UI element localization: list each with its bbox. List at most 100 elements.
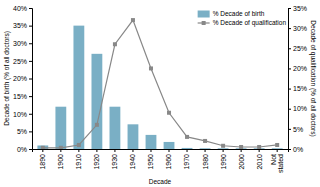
tick-mark: [288, 129, 291, 130]
bar: [73, 26, 84, 149]
tick: 2010: [256, 149, 263, 170]
tick-label: 1970: [183, 154, 190, 170]
bar: [272, 148, 283, 149]
tick-label: 1980: [202, 154, 209, 170]
tick-label: 20%: [13, 75, 27, 82]
tick: 20%: [288, 65, 307, 72]
tick-mark: [187, 149, 188, 152]
tick: 0%: [17, 146, 32, 153]
tick-mark: [96, 149, 97, 152]
marker: [239, 145, 243, 149]
tick-label: 15%: [293, 85, 307, 92]
tick-label: 15%: [13, 93, 27, 100]
tick-label: 1900: [57, 154, 64, 170]
tick-mark: [259, 149, 260, 152]
tick-label-line: 2010: [256, 154, 263, 170]
tick: 30%: [288, 25, 307, 32]
tick: 1920: [93, 149, 100, 170]
tick: 1950: [147, 149, 154, 170]
tick: Notstated: [270, 149, 285, 173]
y-axis-title: Decade of birth (% of all doctors): [3, 31, 11, 126]
tick-label: 1920: [93, 154, 100, 170]
tick-label: 40%: [13, 5, 27, 12]
tick-label: 25%: [293, 45, 307, 52]
tick-mark: [288, 8, 291, 9]
tick-label: 1890: [39, 154, 46, 170]
marks: [37, 18, 282, 149]
marker: [95, 123, 99, 127]
tick: 1990: [220, 149, 227, 170]
legend-marker: [202, 21, 206, 25]
tick-label: 5%: [293, 126, 303, 133]
bar: [128, 124, 139, 149]
marker: [221, 144, 225, 148]
tick: 5%: [288, 126, 303, 133]
plot-area: 0%5%10%15%20%25%30%35%40%0%5%10%15%20%25…: [13, 5, 307, 173]
tick-mark: [29, 131, 32, 132]
marker: [275, 143, 279, 147]
marker: [167, 111, 171, 115]
axis-line: [289, 9, 292, 150]
bar: [91, 54, 102, 149]
legend-label: % Decade of qualification: [213, 19, 287, 27]
tick-label: 1960: [165, 154, 172, 170]
tick-label: 0%: [17, 146, 27, 153]
tick-label: 1990: [220, 154, 227, 170]
bar: [164, 142, 175, 149]
tick: 1960: [165, 149, 172, 170]
tick-label-line: 1940: [129, 154, 136, 170]
tick: 1940: [129, 149, 136, 170]
tick-label: 2000: [238, 154, 245, 170]
tick-label-line: 1910: [75, 154, 82, 170]
legend-item: % Decade of qualification: [198, 19, 287, 27]
tick-mark: [288, 89, 291, 90]
series-line: [41, 18, 279, 149]
tick-label-line: Not: [270, 154, 277, 165]
tick-label: 2010: [256, 154, 263, 170]
tick-label: 1930: [111, 154, 118, 170]
tick-mark: [42, 149, 43, 152]
tick-label: 1940: [129, 154, 136, 170]
marker: [41, 146, 45, 149]
tick-mark: [29, 26, 32, 27]
tick-mark: [78, 149, 79, 152]
marker: [149, 66, 153, 70]
tick: 1890: [39, 149, 46, 170]
bar: [55, 107, 66, 149]
legend-item: % Decade of birth: [198, 10, 265, 17]
tick: 35%: [288, 5, 307, 12]
tick-mark: [29, 96, 32, 97]
tick-mark: [29, 149, 32, 150]
tick-mark: [277, 149, 278, 152]
axis-line: [29, 9, 33, 150]
x-axis: 1890 1900 1910 1920 1930 1940 1950 1960 1970 1980…: [33, 149, 289, 173]
tick-label-line: stated: [277, 154, 284, 173]
tick: 1910: [75, 149, 82, 170]
tick-mark: [29, 114, 32, 115]
tick-label: 30%: [293, 25, 307, 32]
tick: 1930: [111, 149, 118, 170]
tick-label-line: 1930: [111, 154, 118, 170]
marker: [257, 145, 261, 149]
tick-mark: [150, 149, 151, 152]
tick-label-line: 1950: [147, 154, 154, 170]
tick-label: 1950: [147, 154, 154, 170]
bar: [146, 135, 157, 149]
tick-mark: [29, 79, 32, 80]
tick: 30%: [13, 40, 32, 47]
tick: 40%: [13, 5, 32, 12]
tick: 15%: [288, 85, 307, 92]
tick-label: 10%: [293, 105, 307, 112]
marker: [59, 146, 63, 149]
tick-mark: [223, 149, 224, 152]
tick-label-line: 1960: [165, 154, 172, 170]
tick: 1980: [202, 149, 209, 170]
tick-label: 0%: [293, 146, 303, 153]
tick: 10%: [13, 110, 32, 117]
tick: 25%: [288, 45, 307, 52]
tick-label-line: 1890: [39, 154, 46, 170]
tick-mark: [114, 149, 115, 152]
tick-mark: [241, 149, 242, 152]
tick-mark: [29, 61, 32, 62]
tick: 5%: [17, 128, 32, 135]
